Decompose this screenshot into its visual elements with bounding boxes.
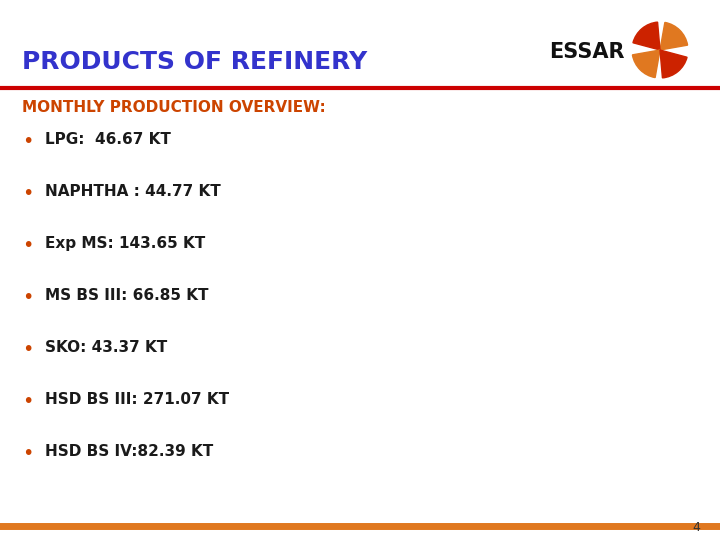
Text: PRODUCTS OF REFINERY: PRODUCTS OF REFINERY (22, 50, 367, 74)
Text: 4: 4 (692, 521, 700, 534)
Text: •: • (22, 236, 33, 255)
Text: HSD BS III: 271.07 KT: HSD BS III: 271.07 KT (45, 392, 229, 407)
Text: Exp MS: 143.65 KT: Exp MS: 143.65 KT (45, 236, 205, 251)
Text: SKO: 43.37 KT: SKO: 43.37 KT (45, 340, 167, 355)
Text: •: • (22, 392, 33, 411)
Text: MS BS III: 66.85 KT: MS BS III: 66.85 KT (45, 288, 209, 303)
Text: HSD BS IV:82.39 KT: HSD BS IV:82.39 KT (45, 444, 213, 459)
Wedge shape (660, 23, 688, 50)
Text: •: • (22, 132, 33, 151)
Text: •: • (22, 444, 33, 463)
Text: ESSAR: ESSAR (549, 42, 625, 62)
Wedge shape (632, 50, 660, 78)
Text: •: • (22, 184, 33, 203)
Text: •: • (22, 340, 33, 359)
Wedge shape (633, 22, 660, 50)
Text: •: • (22, 288, 33, 307)
Text: NAPHTHA : 44.77 KT: NAPHTHA : 44.77 KT (45, 184, 221, 199)
Text: LPG:  46.67 KT: LPG: 46.67 KT (45, 132, 171, 147)
Text: MONTHLY PRODUCTION OVERVIEW:: MONTHLY PRODUCTION OVERVIEW: (22, 100, 325, 115)
Wedge shape (660, 50, 687, 78)
